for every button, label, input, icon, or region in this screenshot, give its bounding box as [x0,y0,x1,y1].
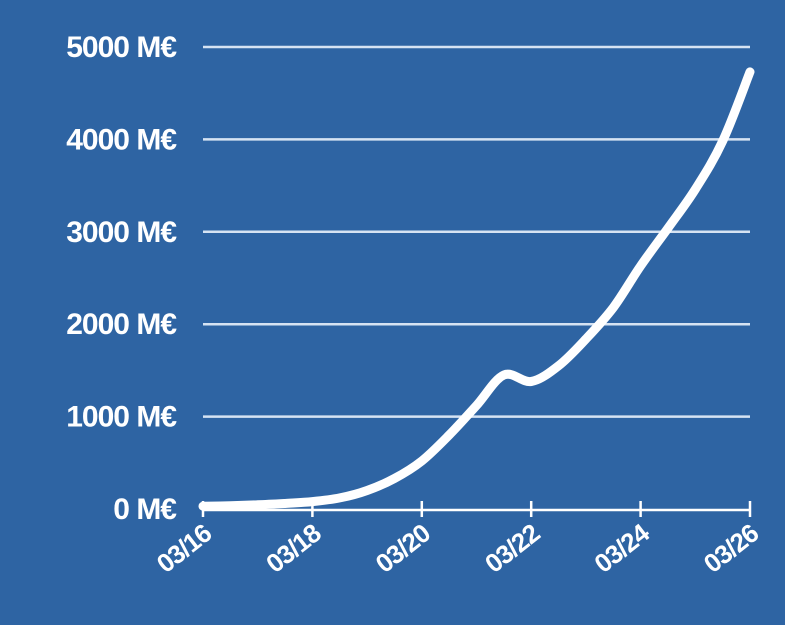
x-axis-tick-labels: 03/16 03/18 03/20 03/22 03/24 03/26 [151,517,764,579]
x-tick-label: 03/20 [370,518,436,579]
y-tick-label: 4000 M€ [66,123,177,156]
y-tick-label: 0 M€ [113,493,177,526]
x-tick-label: 03/24 [588,517,655,579]
y-tick-label: 2000 M€ [66,308,177,341]
series-layer [198,67,755,511]
y-tick-label: 5000 M€ [66,31,177,64]
x-tick-label: 03/22 [479,518,545,579]
x-tick-label: 03/26 [698,518,764,579]
y-tick-label: 3000 M€ [66,216,177,249]
series-line-0 [198,67,755,511]
x-tick-label: 03/18 [260,518,326,579]
x-tick-label: 03/16 [151,518,217,579]
y-axis-tick-labels: 0 M€ 1000 M€ 2000 M€ 3000 M€ 4000 M€ 5000 M€ [66,31,178,526]
gridlines [203,45,750,418]
y-tick-label: 1000 M€ [66,401,177,434]
